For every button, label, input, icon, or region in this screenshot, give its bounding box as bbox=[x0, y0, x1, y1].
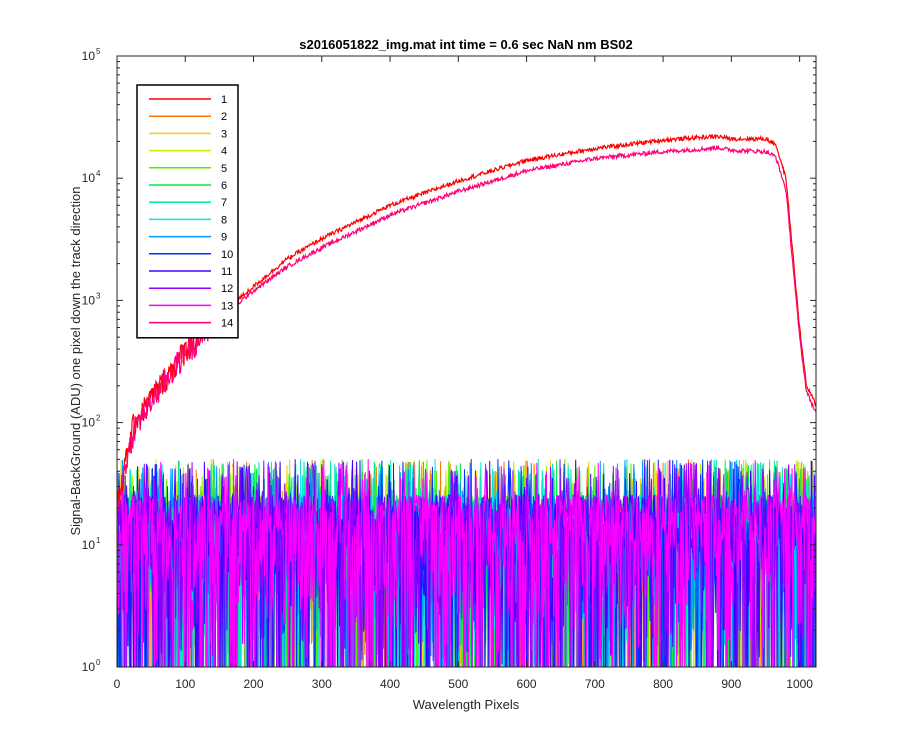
legend-label-4: 4 bbox=[221, 146, 227, 158]
y-tick-label: 10 bbox=[82, 538, 96, 552]
legend-label-10: 10 bbox=[221, 249, 233, 261]
x-tick-label: 400 bbox=[380, 677, 400, 691]
legend-label-12: 12 bbox=[221, 283, 233, 295]
y-tick-label: 10 bbox=[82, 49, 96, 63]
x-tick-label: 300 bbox=[312, 677, 332, 691]
y-tick-exponent: 4 bbox=[96, 169, 101, 178]
x-tick-label: 600 bbox=[517, 677, 537, 691]
x-tick-label: 100 bbox=[175, 677, 195, 691]
legend-label-7: 7 bbox=[221, 197, 227, 209]
y-tick-label: 10 bbox=[82, 293, 96, 307]
legend-label-9: 9 bbox=[221, 232, 227, 244]
y-tick-label: 10 bbox=[82, 416, 96, 430]
legend-label-8: 8 bbox=[221, 214, 227, 226]
legend-label-1: 1 bbox=[221, 94, 227, 106]
plot-frame bbox=[116, 55, 817, 668]
x-tick-label: 900 bbox=[721, 677, 741, 691]
legend-label-5: 5 bbox=[221, 163, 227, 175]
legend-label-13: 13 bbox=[221, 300, 233, 312]
y-tick-exponent: 1 bbox=[96, 536, 101, 545]
y-tick-exponent: 2 bbox=[96, 414, 101, 423]
y-tick-label: 10 bbox=[82, 660, 96, 674]
series-13-line bbox=[117, 458, 816, 667]
y-axis-label: Signal-BackGround (ADU) one pixel down t… bbox=[68, 186, 83, 535]
x-tick-label: 500 bbox=[448, 677, 468, 691]
x-tick-label: 1000 bbox=[786, 677, 813, 691]
x-axis-label: Wavelength Pixels bbox=[413, 697, 520, 712]
chart-title: s2016051822_img.mat int time = 0.6 sec N… bbox=[299, 37, 633, 52]
legend-label-6: 6 bbox=[221, 180, 227, 192]
y-tick-label: 10 bbox=[82, 171, 96, 185]
x-tick-label: 0 bbox=[114, 677, 121, 691]
y-tick-exponent: 5 bbox=[96, 47, 101, 56]
x-tick-label: 800 bbox=[653, 677, 673, 691]
legend-box bbox=[136, 84, 239, 339]
legend-label-14: 14 bbox=[221, 318, 233, 330]
y-tick-exponent: 3 bbox=[96, 291, 101, 300]
x-tick-label: 700 bbox=[585, 677, 605, 691]
x-tick-label: 200 bbox=[244, 677, 264, 691]
legend-label-3: 3 bbox=[221, 128, 227, 140]
legend-label-2: 2 bbox=[221, 111, 227, 123]
y-tick-exponent: 0 bbox=[96, 658, 101, 667]
legend-label-11: 11 bbox=[221, 266, 232, 278]
